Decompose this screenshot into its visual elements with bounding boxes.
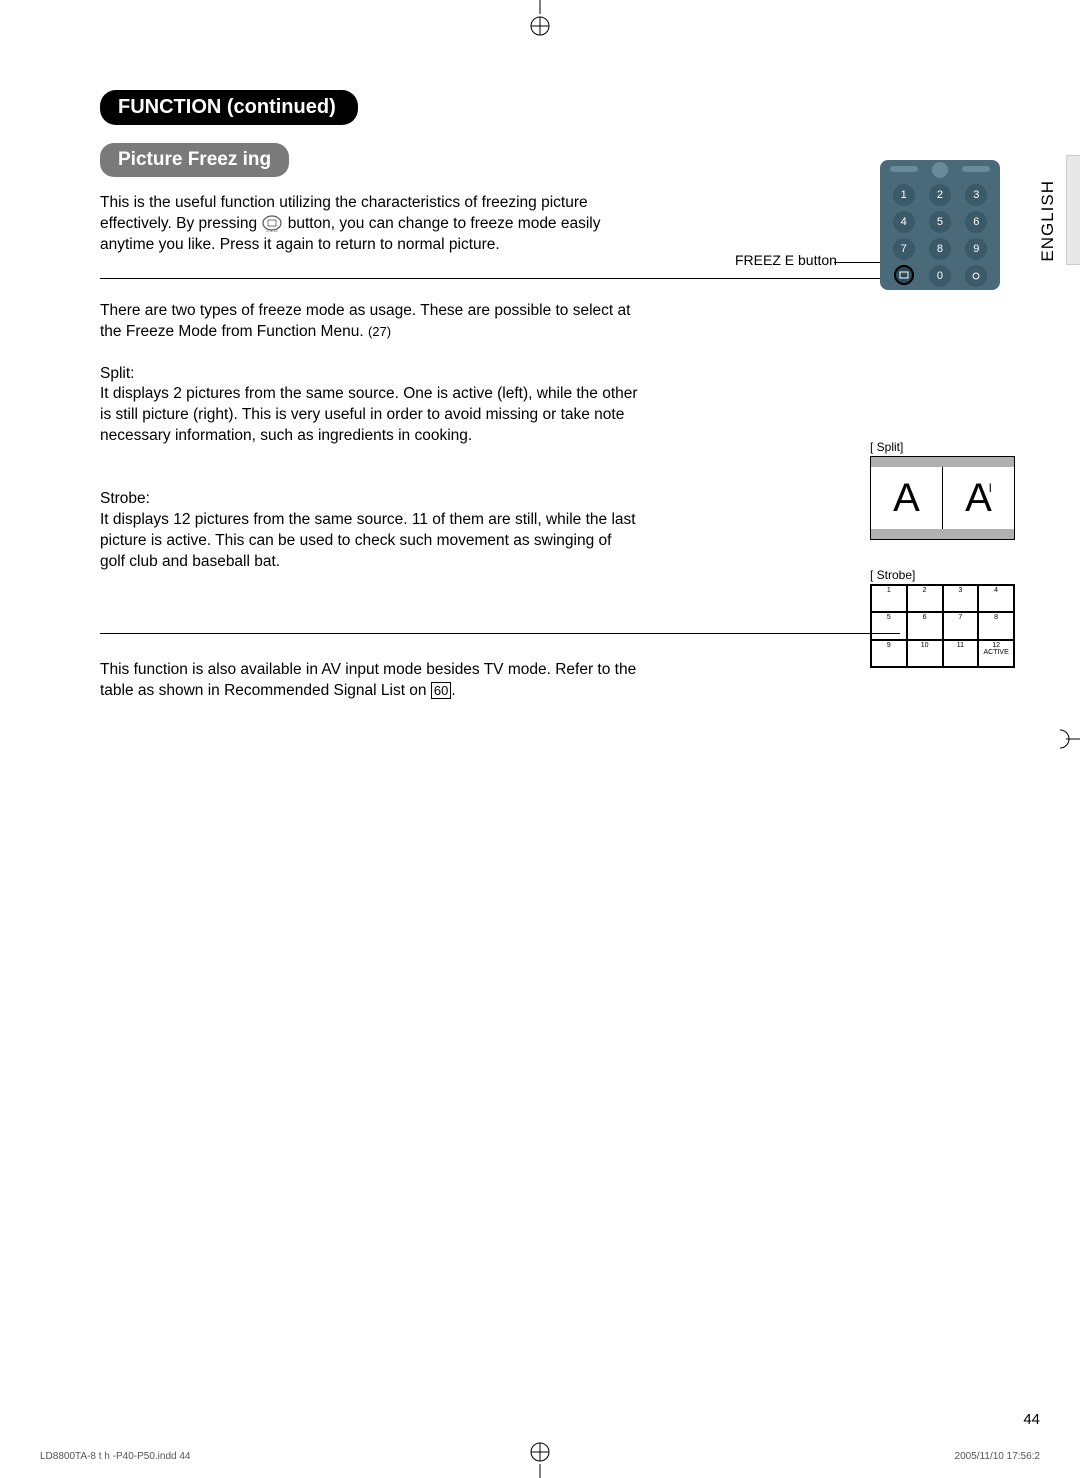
remote-keypad: 1 2 3 4 5 6 7 8 9 0 [886, 182, 994, 289]
strobe-body2: picture is active. This can be used to c… [100, 532, 611, 549]
page-number: 44 [1023, 1411, 1040, 1428]
remote-key: 6 [965, 211, 987, 233]
language-side-label: ENGLISH [1038, 180, 1058, 262]
strobe-cell: 5 [871, 612, 907, 639]
footer-filename: LD8800TA-8 t h -P40-P50.indd 44 [40, 1451, 190, 1462]
page-ref-box: 60 [431, 682, 451, 699]
remote-key: 8 [929, 238, 951, 260]
remote-key: 0 [929, 265, 951, 287]
split-title: Split: [100, 365, 134, 382]
split-body3: necessary information, such as ingredien… [100, 427, 472, 444]
intro-line2b: button, you can change to freeze mode ea… [288, 215, 601, 232]
strobe-cell: 10 [907, 640, 943, 667]
strobe-box: 1 2 3 4 5 6 7 8 9 10 11 12 ACTIVE [870, 584, 1015, 668]
split-box: A A I [870, 456, 1015, 540]
remote-key: 7 [893, 238, 915, 260]
section2: There are two types of freeze mode as us… [100, 301, 780, 573]
strobe-diagram-label: [ Strobe] [870, 568, 1015, 582]
intro-line2a: effectively. By pressing [100, 215, 261, 232]
sec3-tail: . [451, 682, 455, 699]
remote-freeze-key [894, 265, 914, 285]
sec2-para1b: the Freeze Mode from Function Menu. [100, 323, 364, 340]
split-right: A I [942, 467, 1014, 529]
split-diagram-label: [ Split] [870, 440, 1015, 454]
strobe-cell: 11 [943, 640, 979, 667]
divider [100, 278, 900, 279]
split-left: A [871, 467, 942, 529]
intro-line1: This is the useful function utilizing th… [100, 194, 588, 211]
crop-mark-bottom [520, 1438, 560, 1478]
strobe-cell: 6 [907, 612, 943, 639]
crop-mark-right [1060, 719, 1080, 759]
strobe-cell: 4 [978, 585, 1014, 612]
split-body2: is still picture (right). This is very u… [100, 406, 624, 423]
strobe-cell: 2 [907, 585, 943, 612]
svg-text:2-4-12: 2-4-12 [267, 228, 279, 233]
strobe-cell: 9 [871, 640, 907, 667]
remote-key [965, 265, 987, 287]
freeze-button-icon: 2-4-12 [261, 215, 283, 233]
side-tab [1066, 155, 1080, 265]
remote-key: 4 [893, 211, 915, 233]
strobe-cell: 7 [943, 612, 979, 639]
remote-key: 2 [929, 184, 951, 206]
strobe-title: Strobe: [100, 490, 150, 507]
remote-key: 1 [893, 184, 915, 206]
remote-top-circle [932, 162, 948, 178]
sec3-line2: table as shown in Recommended Signal Lis… [100, 682, 427, 699]
intro-line3: anytime you like. Press it again to retu… [100, 236, 500, 253]
strobe-cell: 3 [943, 585, 979, 612]
subsection-pill: Picture Freez ing [100, 143, 289, 177]
page-ref-icon: (27) [368, 324, 391, 339]
section-header-pill: FUNCTION (continued) [100, 90, 358, 125]
strobe-cell: 12 ACTIVE [978, 640, 1014, 667]
strobe-body3: golf club and baseball bat. [100, 553, 280, 570]
remote-top-slot [890, 166, 918, 172]
split-diagram: [ Split] A A I [870, 440, 1015, 540]
divider [100, 633, 900, 634]
section3: This function is also available in AV in… [100, 660, 800, 702]
sec3-line1: This function is also available in AV in… [100, 661, 636, 678]
strobe-body1: It displays 12 pictures from the same so… [100, 511, 636, 528]
footer-timestamp: 2005/11/10 17:56:2 [955, 1451, 1040, 1462]
freeze-button-label: FREEZ E button [735, 252, 837, 268]
strobe-cell: 1 [871, 585, 907, 612]
strobe-diagram: [ Strobe] 1 2 3 4 5 6 7 8 9 10 11 12 ACT… [870, 568, 1015, 668]
remote-key: 3 [965, 184, 987, 206]
remote-diagram: 1 2 3 4 5 6 7 8 9 0 [880, 160, 1000, 290]
remote-key: 5 [929, 211, 951, 233]
split-prime: I [989, 481, 992, 495]
split-band [871, 457, 1014, 467]
sec2-para1a: There are two types of freeze mode as us… [100, 302, 630, 319]
crop-mark-top [520, 0, 560, 40]
split-band [871, 529, 1014, 539]
remote-top-slot [962, 166, 990, 172]
strobe-cell: 8 [978, 612, 1014, 639]
intro-paragraph: This is the useful function utilizing th… [100, 193, 740, 256]
remote-key: 9 [965, 238, 987, 260]
split-body1: It displays 2 pictures from the same sou… [100, 385, 638, 402]
